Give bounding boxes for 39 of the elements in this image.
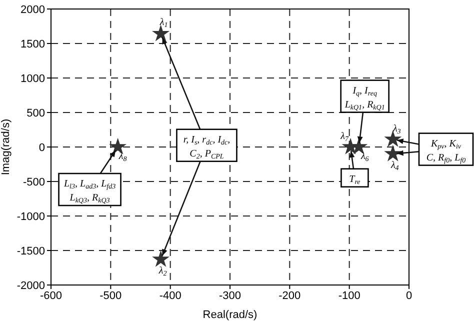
annotation: L$_{kQ1}$, R$_{kQ1}$	[344, 99, 385, 112]
annotation: I$_{q}$, I$_{req}$	[352, 85, 378, 98]
x-axis-title: Real(rad/s)	[202, 309, 258, 321]
x-tick-label: -100	[338, 290, 360, 302]
y-tick-label: 500	[26, 107, 45, 120]
x-tick-label: -600	[40, 290, 62, 302]
annotation: λ$_{4}$	[390, 160, 400, 172]
x-tick-label: 0	[406, 290, 412, 302]
y-tick-label: -1000	[16, 210, 45, 223]
point	[110, 138, 126, 154]
point	[153, 26, 168, 40]
annotation: K$_{pv}$, K$_{iv}$	[430, 138, 462, 150]
annotation: λ$_{7}$	[340, 131, 349, 143]
y-tick-label: 1500	[20, 38, 45, 50]
annotation: λ$_{3}$	[392, 123, 402, 136]
point	[385, 146, 401, 161]
annotation: L$_{kQ3}$, R$_{kQ3}$	[68, 192, 110, 204]
x-tick-label: -500	[100, 290, 122, 302]
annotation: λ$_{1}$	[158, 16, 168, 29]
point	[351, 138, 367, 154]
y-tick-label: -500	[22, 176, 45, 188]
x-tick-label: -200	[278, 290, 301, 302]
annotation: C, R$_{f0}$, L$_{f0}$	[426, 152, 466, 164]
y-tick-label: -2000	[16, 280, 45, 292]
x-tick-label: -400	[159, 290, 182, 302]
annotation: λ$_{6}$	[360, 151, 370, 163]
y-tick-label: 2000	[20, 4, 45, 16]
annotation: T$_{re}$	[349, 174, 360, 186]
y-tick-label: 0	[38, 142, 45, 154]
x-tick-label: -300	[218, 290, 242, 302]
y-axis-title: Imag(rad/s)	[0, 118, 12, 176]
annotation: λ$_{8}$	[118, 151, 128, 163]
y-tick-label: 1000	[20, 72, 45, 85]
annotation: C$_{2}$, P$_{CPL}$	[190, 148, 224, 160]
annotation: λ$_{2}$	[158, 265, 168, 278]
point	[153, 251, 168, 266]
annotation: r, I$_{s}$, r$_{dc}$, I$_{dc}$,	[183, 134, 230, 146]
annotation: L$_{l3}$, L$_{ad3}$, L$_{fd3}$	[62, 178, 116, 190]
y-tick-label: -1500	[16, 245, 45, 258]
